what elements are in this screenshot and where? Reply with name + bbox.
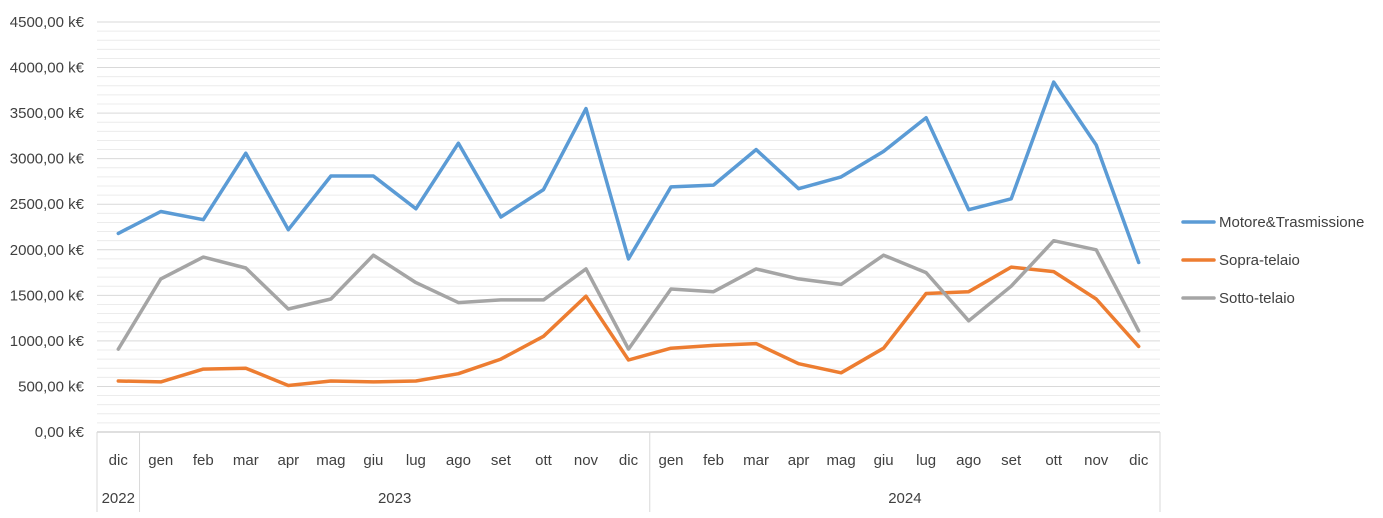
y-axis-tick-labels: 0,00 k€ 500,00 k€ 1000,00 k€ 1500,00 k€ 2000… — [10, 14, 85, 441]
legend-label: Sopra-telaio — [1219, 252, 1300, 269]
x-tick-label: lug — [916, 452, 936, 469]
x-tick-label: ago — [956, 452, 981, 469]
x-axis: dic gen feb mar apr mag giu lug ago set ott nov dic g… — [96, 432, 1161, 512]
x-tick-label: ott — [1045, 452, 1063, 469]
x-tick-label: gen — [148, 452, 173, 469]
x-tick-label: apr — [788, 452, 810, 469]
x-tick-label: dic — [619, 452, 639, 469]
x-tick-label: set — [1001, 452, 1022, 469]
legend-label: Sotto-telaio — [1219, 290, 1295, 307]
y-tick-label: 0,00 k€ — [35, 424, 85, 441]
x-tick-label: giu — [874, 452, 894, 469]
x-tick-label: mag — [827, 452, 856, 469]
major-gridlines — [97, 21, 1160, 433]
x-tick-label: dic — [109, 452, 129, 469]
minor-gridlines — [97, 30, 1160, 424]
y-tick-label: 1000,00 k€ — [10, 333, 85, 350]
x-tick-label: giu — [363, 452, 383, 469]
y-tick-label: 3000,00 k€ — [10, 151, 85, 168]
series-line — [116, 265, 1141, 388]
x-tick-label: gen — [659, 452, 684, 469]
series-lines — [116, 80, 1141, 388]
x-tick-label: ott — [535, 452, 553, 469]
x-tick-label: dic — [1129, 452, 1149, 469]
x-tick-label: mar — [743, 452, 769, 469]
year-group-label: 2023 — [378, 490, 411, 507]
year-group-label: 2024 — [888, 490, 921, 507]
x-tick-label: feb — [193, 452, 214, 469]
series-line — [116, 80, 1141, 265]
x-tick-label: set — [491, 452, 512, 469]
y-tick-label: 2000,00 k€ — [10, 242, 85, 259]
series-line — [116, 238, 1141, 351]
y-tick-label: 4000,00 k€ — [10, 60, 85, 77]
y-tick-label: 4500,00 k€ — [10, 14, 85, 31]
y-tick-label: 1500,00 k€ — [10, 287, 85, 304]
x-tick-label: feb — [703, 452, 724, 469]
legend-label: Motore&Trasmissione — [1219, 214, 1364, 231]
legend: Motore&Trasmissione Sopra-telaio Sotto-tel… — [1181, 214, 1364, 307]
x-tick-label: mag — [316, 452, 345, 469]
x-tick-label: nov — [1084, 452, 1109, 469]
year-group-label: 2022 — [102, 490, 135, 507]
x-tick-label: mar — [233, 452, 259, 469]
y-tick-label: 3500,00 k€ — [10, 105, 85, 122]
x-tick-label: lug — [406, 452, 426, 469]
y-tick-label: 2500,00 k€ — [10, 196, 85, 213]
y-tick-label: 500,00 k€ — [18, 378, 85, 395]
x-tick-label: nov — [574, 452, 599, 469]
x-tick-label: ago — [446, 452, 471, 469]
x-tick-label: apr — [277, 452, 299, 469]
